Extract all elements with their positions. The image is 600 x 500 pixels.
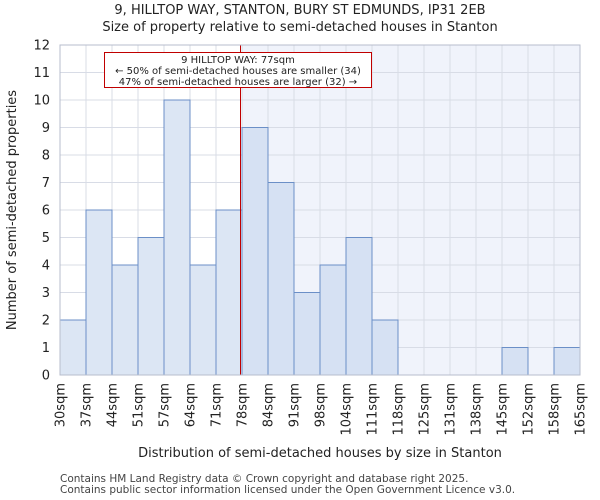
x-tick-label: 30sqm [54,383,69,427]
bar-98sqm [319,264,347,376]
y-tick-label: 4 [42,259,50,274]
bar-145sqm [501,347,529,376]
x-tick-labels: 30sqm 37sqm 44sqm 51sqm 57sqm 64sqm 71sqm 78sqm… [54,383,589,436]
y-tick-label: 6 [42,204,50,219]
footer-line-2: Contains public sector information licen… [60,484,516,496]
y-tick-label: 10 [33,94,50,109]
x-tick-label: 152sqm [522,383,537,436]
y-tick-label: 2 [42,314,50,329]
bar-91sqm [293,292,321,376]
annotation-box: 9 HILLTOP WAY: 77sqm ← 50% of semi-detac… [104,52,372,88]
x-tick-label: 78sqm [236,383,251,427]
annotation-line-2: ← 50% of semi-detached houses are smalle… [115,66,361,77]
x-tick-label: 37sqm [80,383,95,427]
x-tick-label: 64sqm [184,383,199,427]
bar-84sqm [267,182,295,376]
y-tick-label: 8 [42,149,50,164]
x-tick-label: 131sqm [444,383,459,436]
y-axis-label: Number of semi-detached properties [5,90,20,330]
x-tick-label: 125sqm [418,383,433,436]
bar-30sqm [59,319,87,376]
x-tick-label: 118sqm [392,383,407,436]
bar-71sqm [215,209,243,376]
x-tick-label: 158sqm [548,383,563,436]
y-tick-label: 11 [33,66,50,81]
bar-57sqm [163,99,191,376]
x-tick-label: 57sqm [158,383,173,427]
x-tick-label: 51sqm [132,383,147,427]
y-tick-label: 7 [42,176,50,191]
bar-64sqm [189,264,217,376]
bar-104sqm [345,237,373,376]
bars [59,99,581,376]
bar-78sqm [241,127,269,376]
annotation-line-3: 47% of semi-detached houses are larger (… [118,77,358,88]
x-tick-label: 71sqm [210,383,225,427]
y-tick-label: 5 [42,231,50,246]
plot-frame [59,44,581,376]
y-tick-label: 0 [42,369,50,384]
x-tick-label: 44sqm [106,383,121,427]
bar-44sqm [111,264,139,376]
x-tick-label: 138sqm [470,383,485,436]
chart-title: 9, HILLTOP WAY, STANTON, BURY ST EDMUNDS… [114,3,486,18]
footer-line-1: Contains HM Land Registry data © Crown c… [60,473,469,485]
bar-158sqm [553,347,581,376]
annotation-line-1: 9 HILLTOP WAY: 77sqm [181,55,295,66]
x-tick-label: 84sqm [262,383,277,427]
x-axis-label: Distribution of semi-detached houses by … [138,446,502,461]
x-tick-label: 145sqm [496,383,511,436]
x-tick-label: 165sqm [574,383,589,436]
bar-37sqm [85,209,113,376]
y-tick-label: 12 [33,39,50,54]
y-tick-label: 3 [42,286,50,301]
y-tick-label: 9 [42,121,50,136]
bar-51sqm [137,237,165,376]
x-tick-label: 104sqm [340,383,355,436]
x-tick-label: 111sqm [366,383,381,436]
bar-111sqm [371,319,399,376]
x-tick-label: 91sqm [288,383,303,427]
x-tick-label: 98sqm [314,383,329,427]
chart-subtitle: Size of property relative to semi-detach… [102,20,498,35]
y-tick-label: 1 [42,341,50,356]
